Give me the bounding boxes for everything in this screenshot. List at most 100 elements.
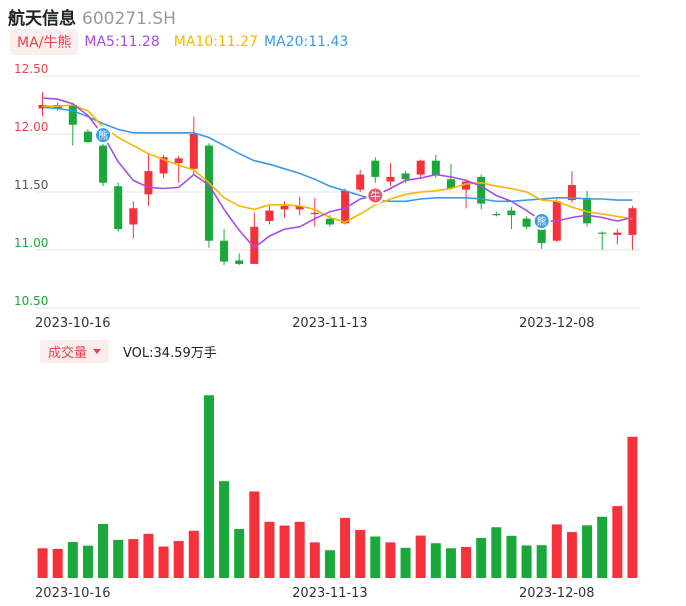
- candle-body: [598, 232, 607, 234]
- candle-body: [537, 229, 546, 244]
- x-tick-label: 2023-10-16: [35, 586, 111, 601]
- candle-body: [144, 171, 153, 195]
- candle-body: [401, 173, 410, 180]
- volume-bar: [234, 529, 245, 578]
- volume-bar: [294, 521, 305, 578]
- volume-bar: [188, 530, 199, 578]
- candle-body: [250, 226, 259, 264]
- ma5-value: MA5:11.28: [84, 34, 160, 50]
- volume-bar: [264, 521, 275, 578]
- candle-body: [477, 176, 486, 204]
- volume-bar: [279, 525, 290, 578]
- candle-body: [567, 185, 576, 201]
- volume-bar: [219, 481, 230, 578]
- candle-body: [220, 240, 229, 262]
- volume-bar: [627, 436, 638, 578]
- volume-bar: [445, 548, 456, 578]
- signal-marker-icon: [532, 212, 551, 230]
- candle-body: [235, 260, 244, 264]
- volume-bar: [173, 541, 184, 578]
- candle-body: [114, 186, 123, 230]
- candle-body: [295, 205, 304, 210]
- x-tick-label: 2023-10-16: [35, 316, 111, 331]
- volume-bar: [37, 548, 48, 578]
- volume-bar: [506, 535, 517, 578]
- candle-body: [68, 105, 77, 125]
- y-tick-label: 12.50: [14, 62, 48, 76]
- volume-value: VOL:34.59万手: [123, 345, 217, 361]
- candle-body: [462, 181, 471, 190]
- y-tick-label: 11.00: [14, 236, 48, 250]
- caret-down-icon: [93, 348, 102, 354]
- candle-body: [371, 160, 380, 177]
- candle-body: [431, 160, 440, 175]
- ma10-value: MA10:11.27: [173, 34, 259, 50]
- volume-bar: [476, 537, 487, 578]
- signal-marker-label: 牛: [370, 189, 380, 202]
- candle-body: [583, 197, 592, 224]
- volume-bar: [521, 545, 532, 578]
- volume-bar: [203, 395, 214, 578]
- x-tick-label: 2023-11-13: [292, 586, 368, 601]
- volume-bar: [461, 546, 472, 578]
- volume-legend: 成交量 VOL:34.59万手: [40, 339, 217, 363]
- y-tick-label: 10.50: [14, 294, 48, 308]
- volume-bar: [249, 491, 260, 578]
- candle-body: [38, 105, 47, 109]
- candle-body: [129, 208, 138, 225]
- volume-bar: [430, 543, 441, 578]
- candle-body: [341, 190, 350, 224]
- volume-bar: [400, 547, 411, 578]
- signal-marker-label: 熊: [537, 215, 547, 228]
- y-tick-label: 11.50: [14, 178, 48, 192]
- volume-bar: [612, 506, 623, 578]
- volume-bar: [82, 545, 93, 578]
- candle-body: [386, 176, 395, 182]
- volume-bar: [566, 532, 577, 578]
- volume-indicator-dropdown[interactable]: 成交量: [40, 339, 110, 363]
- signal-marker-icon: [366, 186, 385, 205]
- ma10-line: [42, 104, 633, 224]
- candle-body: [99, 145, 108, 183]
- volume-bar: [582, 525, 593, 578]
- volume-bar: [385, 542, 396, 578]
- stock-code: 600271.SH: [82, 9, 176, 29]
- candle-body: [159, 157, 168, 174]
- signal-marker-label: 熊: [98, 129, 108, 142]
- volume-bar: [370, 536, 381, 578]
- volume-bar: [491, 527, 502, 578]
- volume-bar: [324, 550, 335, 578]
- candle-body: [613, 232, 622, 235]
- stock-header: 航天信息 600271.SH: [8, 4, 176, 29]
- volume-bar: [536, 545, 547, 578]
- ma5-line: [42, 97, 633, 249]
- volume-bar: [98, 524, 109, 578]
- candle-body: [628, 208, 637, 235]
- volume-bar: [113, 539, 124, 578]
- candle-body: [204, 145, 213, 241]
- stock-name: 航天信息: [8, 9, 76, 29]
- volume-bar: [340, 517, 351, 578]
- candle-body: [310, 212, 319, 215]
- candle-body: [507, 210, 516, 216]
- x-tick-label: 2023-12-08: [519, 586, 595, 601]
- volume-bar: [128, 539, 139, 578]
- y-tick-label: 12.00: [14, 120, 48, 134]
- volume-bar: [67, 541, 78, 578]
- volume-bar: [355, 529, 366, 578]
- signal-marker-icon: [94, 126, 113, 145]
- volume-bar: [158, 546, 169, 578]
- candle-body: [83, 131, 92, 143]
- candle-body: [325, 218, 334, 225]
- candle-body: [416, 160, 425, 175]
- ma-legend: MA/牛熊 MA5:11.28 MA10:11.27 MA20:11.43: [10, 29, 348, 55]
- candle-body: [356, 174, 365, 190]
- volume-bar: [597, 516, 608, 578]
- candle-body: [522, 218, 531, 227]
- x-tick-label: 2023-12-08: [519, 316, 595, 331]
- ma-toggle-button[interactable]: MA/牛熊: [10, 29, 79, 55]
- candle-body: [174, 158, 183, 163]
- volume-indicator-label: 成交量: [48, 345, 88, 361]
- candle-body: [446, 179, 455, 189]
